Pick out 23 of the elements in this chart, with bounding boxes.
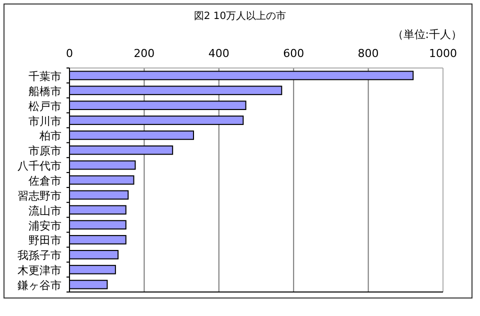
y-tick-label: 松戸市 <box>28 100 62 113</box>
y-tick-label: 浦安市 <box>28 219 62 232</box>
y-tick-label: 鎌ヶ谷市 <box>18 279 62 292</box>
y-tick-label: 我孫子市 <box>18 249 62 262</box>
y-tick-label: 佐倉市 <box>28 174 62 188</box>
y-tick-label: 市川市 <box>28 114 62 128</box>
chart-title: 図2 10万人以上の市 <box>194 10 286 22</box>
x-tick-label: 600 <box>283 47 304 60</box>
y-tick-label: 野田市 <box>28 234 62 248</box>
x-tick-label: 200 <box>134 47 155 60</box>
y-tick-label: 船橋市 <box>28 84 62 98</box>
y-tick-label: 流山市 <box>28 204 62 218</box>
y-tick-label: 八千代市 <box>18 160 62 173</box>
x-tick-label: 0 <box>66 47 73 60</box>
y-tick-label: 木更津市 <box>18 264 62 278</box>
y-tick-label: 千葉市 <box>28 70 62 83</box>
text: （単位:千人） <box>392 28 462 41</box>
y-tick-label: 市原市 <box>28 144 62 158</box>
y-tick-label: 柏市 <box>38 130 62 143</box>
y-tick-label: 習志野市 <box>18 189 62 202</box>
x-tick-label: 800 <box>358 47 379 60</box>
x-tick-label: 400 <box>208 47 230 60</box>
x-tick-label: 1000 <box>429 47 457 60</box>
